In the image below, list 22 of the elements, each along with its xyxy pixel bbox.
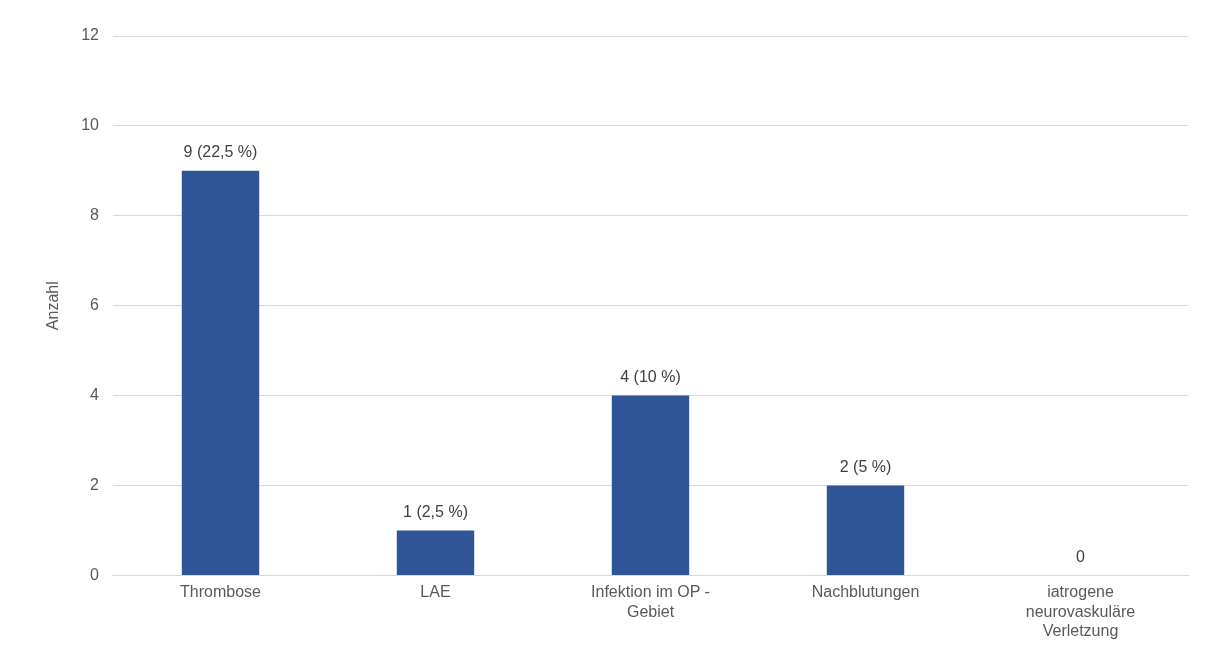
x-tick-label: Thrombose <box>180 583 262 601</box>
y-axis-title: Anzahl <box>44 281 62 331</box>
data-label: 4 (10 %) <box>620 368 681 386</box>
bar <box>396 530 475 575</box>
x-tick-label: iatrogene neurovaskuläre Verletzung <box>1025 583 1136 639</box>
data-label: 9 (22,5 %) <box>183 143 258 161</box>
y-tick-label: 4 <box>90 386 100 404</box>
bar <box>611 395 690 575</box>
x-tick-label: Infektion im OP - Gebiet <box>591 583 710 620</box>
y-tick-label: 10 <box>81 116 100 134</box>
x-tick-label: Nachblutungen <box>811 583 920 601</box>
data-label: 0 <box>1076 547 1086 565</box>
bar <box>181 170 260 575</box>
data-label: 1 (2,5 %) <box>403 502 468 520</box>
y-tick-label: 2 <box>90 475 100 493</box>
data-label: 2 (5 %) <box>839 457 892 475</box>
y-tick-label: 12 <box>81 26 100 44</box>
y-tick-label: 6 <box>90 296 100 314</box>
x-tick-label: LAE <box>420 583 451 601</box>
y-tick-label: 0 <box>90 565 100 583</box>
bar <box>826 485 905 575</box>
y-tick-label: 8 <box>90 206 100 224</box>
